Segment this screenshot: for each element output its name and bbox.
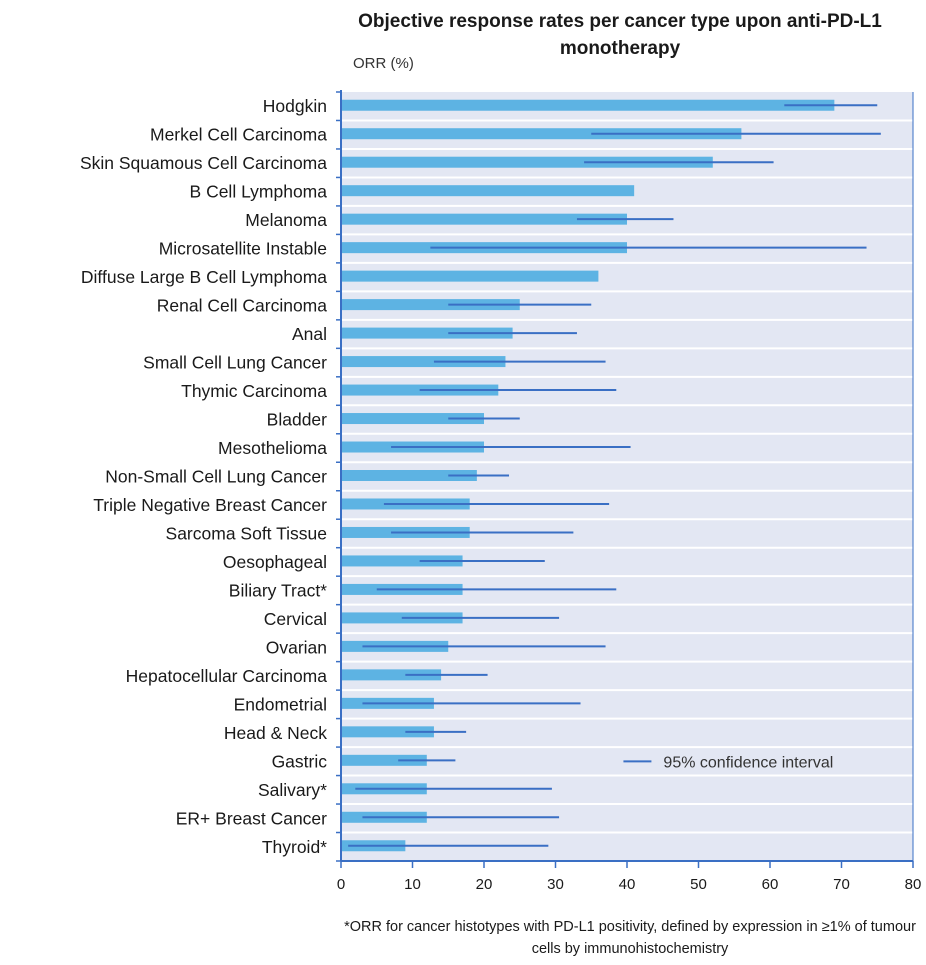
bar <box>341 156 713 168</box>
bar <box>341 270 599 282</box>
category-label: Renal Cell Carcinoma <box>157 296 327 316</box>
category-label: Biliary Tract* <box>229 580 327 600</box>
x-tick-label: 10 <box>404 876 421 893</box>
category-label: Triple Negative Breast Cancer <box>93 495 327 515</box>
category-label: Skin Squamous Cell Carcinoma <box>80 153 327 173</box>
y-axis-label: ORR (%) <box>353 55 414 72</box>
category-label: Sarcoma Soft Tissue <box>166 523 327 543</box>
category-label: Salivary* <box>258 780 327 800</box>
category-label: Bladder <box>267 410 327 430</box>
category-label: Thyroid* <box>262 837 327 857</box>
category-label: B Cell Lymphoma <box>190 182 328 202</box>
x-tick-label: 20 <box>476 876 493 893</box>
category-label: Thymic Carcinoma <box>181 381 327 401</box>
bar <box>341 327 513 339</box>
category-label: Head & Neck <box>224 723 327 743</box>
x-tick-label: 0 <box>337 876 345 893</box>
category-label: Mesothelioma <box>218 438 327 458</box>
category-label: Hodgkin <box>263 96 327 116</box>
category-label: Ovarian <box>266 637 327 657</box>
footnote: *ORR for cancer histotypes with PD-L1 po… <box>344 919 916 957</box>
category-label: Melanoma <box>245 210 327 230</box>
bar <box>341 669 442 681</box>
bar <box>341 185 635 197</box>
category-label: ER+ Breast Cancer <box>176 808 327 828</box>
x-tick-label: 80 <box>905 876 922 893</box>
bar <box>341 754 427 766</box>
category-label: Hepatocellular Carcinoma <box>126 666 328 686</box>
category-label: Gastric <box>272 751 328 771</box>
bar <box>341 470 477 481</box>
category-label: Small Cell Lung Cancer <box>143 353 327 373</box>
bar <box>341 555 463 567</box>
bar <box>341 299 520 311</box>
category-label: Cervical <box>264 609 327 629</box>
bar <box>341 356 506 368</box>
bar <box>341 726 434 738</box>
legend-label: 95% confidence interval <box>663 754 833 771</box>
x-tick-label: 40 <box>619 876 636 893</box>
x-tick-label: 30 <box>547 876 564 893</box>
category-label: Anal <box>292 324 327 344</box>
category-label: Non-Small Cell Lung Cancer <box>105 467 327 487</box>
category-label: Microsatellite Instable <box>159 239 327 259</box>
category-label: Merkel Cell Carcinoma <box>150 125 327 145</box>
category-label: Diffuse Large B Cell Lymphoma <box>81 267 327 287</box>
category-label: Endometrial <box>234 694 327 714</box>
bar <box>341 213 627 225</box>
bar <box>341 99 835 111</box>
bar <box>341 413 484 425</box>
x-tick-label: 50 <box>690 876 707 893</box>
category-label: Oesophageal <box>223 552 327 572</box>
x-tick-label: 70 <box>833 876 850 893</box>
x-tick-label: 60 <box>762 876 779 893</box>
chart-title: Objective response rates per cancer type… <box>358 11 882 59</box>
bar <box>341 128 742 140</box>
